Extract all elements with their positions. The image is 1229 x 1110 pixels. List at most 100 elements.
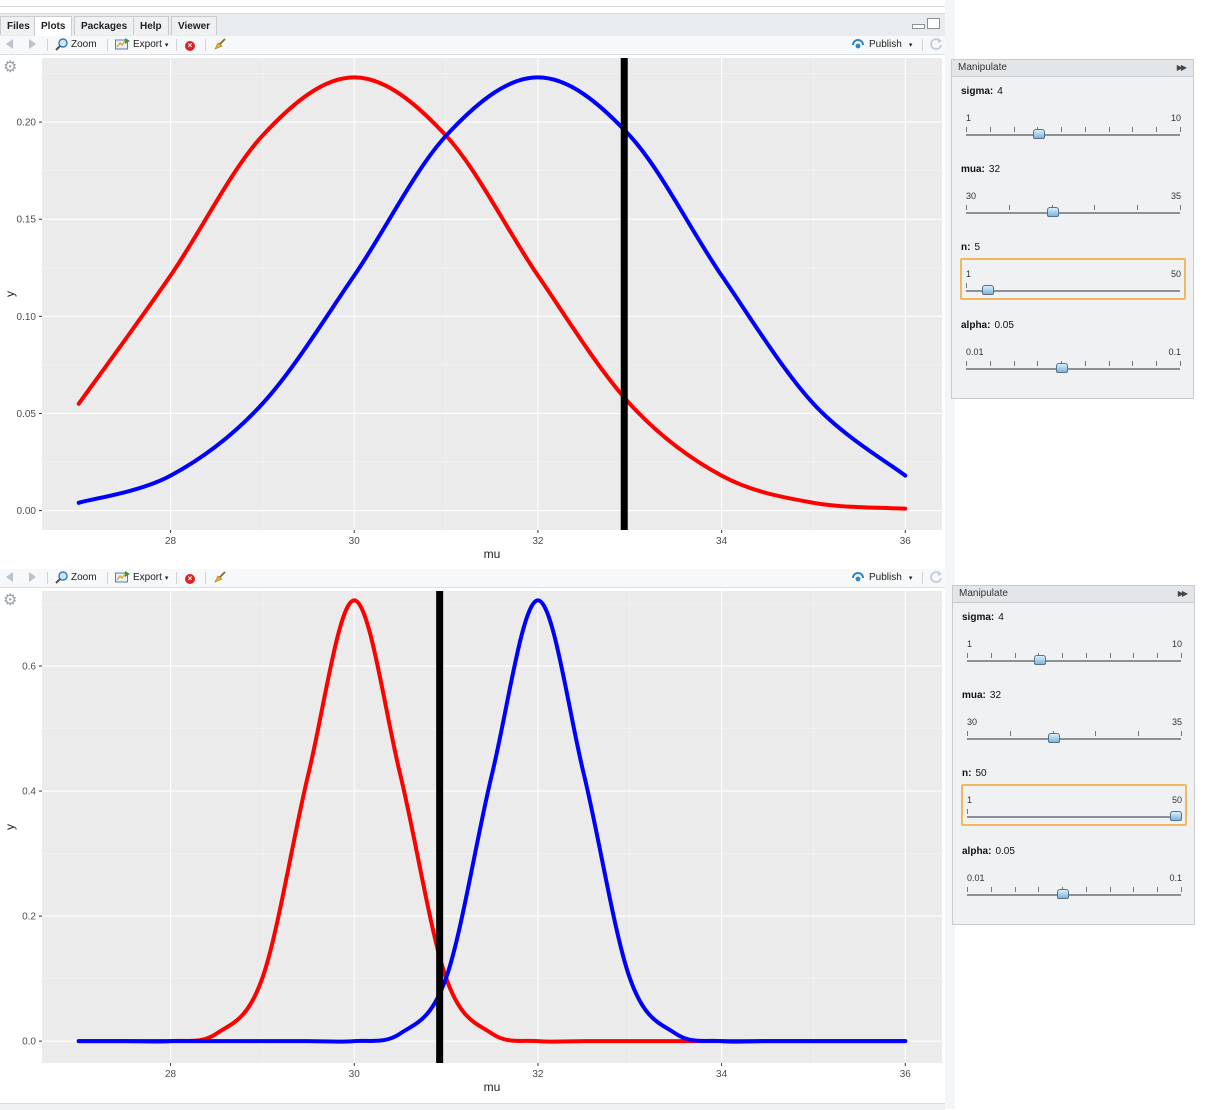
remove-plot-button[interactable]: × [185,39,195,53]
publish-label: Publish [869,39,902,50]
slider-thumb[interactable] [1032,129,1045,139]
control-label: sigma: 4 [962,612,1004,623]
refresh-button[interactable] [929,570,943,584]
export-caret-icon: ▾ [164,575,169,582]
slider-tick [966,127,967,132]
export-label: Export [133,572,162,583]
slider-thumb[interactable] [1170,811,1182,821]
x-tick-label: 30 [349,1069,361,1080]
control-value: 0.05 [995,846,1015,857]
minimize-icon[interactable] [912,24,925,29]
control-name: sigma: [962,612,995,623]
slider-thumb[interactable] [981,285,994,295]
export-icon [115,571,130,583]
toolbar-divider [47,572,48,584]
slider-thumb[interactable] [1033,655,1046,665]
x-axis-title: mu [484,547,501,561]
control-name: alpha: [962,846,992,857]
slider-tick [1084,127,1086,132]
slider-tick [1157,653,1159,658]
slider-thumb[interactable] [1047,733,1060,743]
remove-plot-button[interactable]: × [185,572,195,586]
slider-track[interactable] [967,816,1181,818]
toolbar-divider [47,39,48,51]
x-tick-label: 34 [716,536,728,547]
plot-panel-background [42,591,942,1063]
slider-track[interactable] [967,660,1181,662]
y-tick-label: 0.2 [22,912,36,923]
slider-thumb[interactable] [1046,207,1059,217]
control-name: n: [962,768,972,779]
refresh-icon [930,571,942,583]
clear-all-button[interactable] [214,571,226,585]
forward-arrow-icon[interactable] [29,572,36,582]
tab-plots[interactable]: Plots [34,16,73,37]
slider-tick [1009,731,1011,736]
back-arrow-icon[interactable] [6,39,13,49]
slider-tick [1132,127,1134,132]
maximize-icon[interactable] [927,18,940,29]
tab-packages[interactable]: Packages [74,16,135,35]
slider-tick [1180,205,1181,210]
tab-viewer[interactable]: Viewer [171,16,218,35]
refresh-icon [930,38,942,50]
slider-min-label: 1 [967,795,973,805]
slider-tick [966,361,967,366]
clear-all-button[interactable] [214,38,226,52]
slider-focus-ring [961,784,1187,826]
slider-track[interactable] [966,368,1180,370]
x-tick-label: 32 [532,536,544,547]
slider-tick [1133,887,1135,892]
y-tick-label: 0.4 [22,787,36,798]
zoom-icon [55,38,68,51]
tab-files[interactable]: Files [0,16,37,35]
y-tick-label: 0.20 [17,118,37,129]
zoom-button[interactable]: Zoom [55,571,97,585]
slider-tick [1108,361,1110,366]
pane-splitter[interactable] [945,0,955,1109]
export-button[interactable]: Export ▾ [115,571,168,585]
slider-min-label: 1 [966,269,972,279]
manipulate-panel-1: Manipulate ▶▶ sigma: 4 1 10 mua: 32 30 35 n: 5 1 50 a… [951,59,1194,399]
y-tick-label: 0.6 [22,662,36,673]
y-tick-label: 0.15 [17,215,37,226]
control-label: n: 50 [962,768,987,779]
forward-arrow-icon[interactable] [29,39,36,49]
slider-tick [1181,653,1182,658]
plot-settings-gear-icon[interactable]: ⚙ [3,59,18,76]
zoom-button[interactable]: Zoom [55,38,97,52]
export-button[interactable]: Export ▾ [115,38,168,52]
slider-tick [989,361,991,366]
slider-min-label: 0.01 [966,347,984,357]
back-arrow-icon[interactable] [6,572,13,582]
slider-tick [1084,361,1086,366]
slider-thumb[interactable] [1055,363,1068,373]
slider-tick [1133,653,1135,658]
slider-tick [1137,205,1139,210]
slider-track[interactable] [966,290,1180,292]
remove-plot-icon: × [185,41,195,51]
slider-tick [1014,887,1016,892]
slider-thumb[interactable] [1056,889,1069,899]
collapse-panel-icon[interactable]: ▶▶ [1176,63,1187,72]
manipulate-header: Manipulate ▶▶ [953,586,1194,603]
tab-help[interactable]: Help [133,16,169,35]
collapse-panel-icon[interactable]: ▶▶ [1177,589,1188,598]
y-tick-label: 0.10 [17,312,37,323]
slider-tick [990,887,992,892]
publish-button[interactable]: Publish ▾ [851,38,912,52]
zoom-label: Zoom [71,39,97,51]
slider-max-label: 10 [1170,113,1181,123]
slider-track[interactable] [967,894,1181,896]
control-label: n: 5 [961,242,980,253]
y-axis-title: y [3,824,17,830]
x-tick-label: 28 [165,1069,177,1080]
publish-button[interactable]: Publish ▾ [851,571,912,585]
refresh-button[interactable] [929,37,943,51]
slider-track[interactable] [966,134,1180,136]
plot-settings-gear-icon[interactable]: ⚙ [3,592,18,609]
publish-caret-icon: ▾ [908,42,913,49]
slider-track[interactable] [967,738,1181,740]
window-top-edge [0,0,945,7]
slider-track[interactable] [966,212,1180,214]
